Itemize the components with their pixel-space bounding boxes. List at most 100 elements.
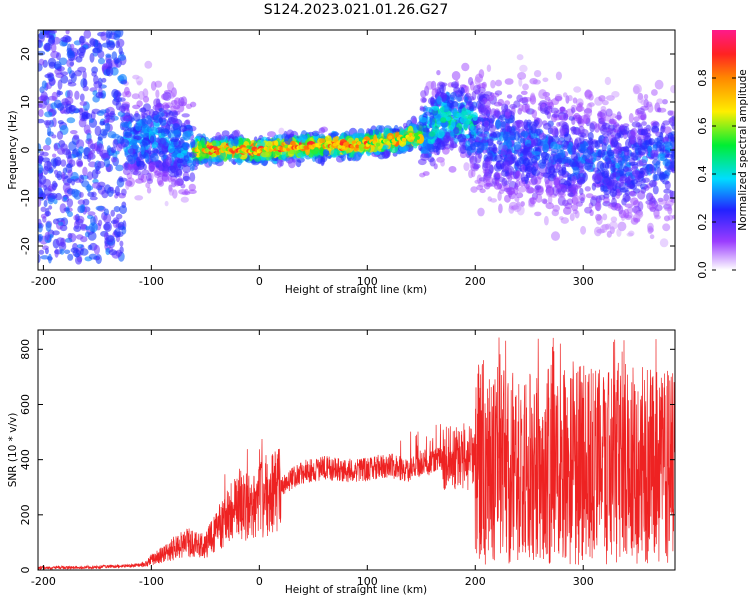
spectrogram-cell — [87, 244, 93, 251]
spectrogram-cell — [478, 83, 486, 88]
spectrogram-cell — [493, 108, 501, 119]
spectrogram-cell — [623, 208, 630, 219]
spectrogram-cell — [158, 116, 163, 124]
spectrogram-cell — [170, 165, 179, 174]
spectrogram-cell — [632, 85, 640, 95]
spectrogram-cell — [68, 141, 77, 152]
spectrogram-cell — [528, 121, 538, 131]
spectrogram-cell — [181, 142, 190, 151]
spectrogram-cell — [330, 149, 338, 158]
spectrogram-cell — [478, 177, 486, 182]
spectrogram-cell — [551, 113, 560, 118]
spectrogram-cell — [110, 209, 115, 217]
spectrogram-cell — [38, 164, 44, 174]
spectrogram-cell — [602, 122, 611, 130]
spectrogram-cell — [67, 211, 73, 218]
spectrogram-core-cell — [401, 137, 407, 142]
spectrogram-cell — [56, 52, 61, 60]
spectrogram-cell — [617, 221, 627, 232]
spectrogram-cell — [38, 39, 42, 48]
spectrogram-cell — [488, 124, 496, 133]
spectrogram-cell — [538, 132, 547, 140]
spectrogram-y-tick-label: 0 — [19, 147, 32, 154]
spectrogram-cell — [619, 125, 628, 132]
spectrogram-cell — [626, 184, 634, 190]
spectrogram-cell — [378, 125, 385, 133]
spectrogram-cell — [52, 230, 60, 236]
spectrogram-cell — [504, 156, 513, 166]
spectrogram-cell — [122, 115, 132, 122]
snr-y-tick-label: 400 — [19, 449, 32, 470]
spectrogram-cell — [433, 163, 438, 170]
spectrogram-cell — [38, 233, 43, 242]
spectrogram-cell — [530, 140, 537, 147]
spectrogram-cell — [58, 57, 68, 66]
spectrogram-cell — [531, 166, 537, 176]
spectrogram-cell — [542, 77, 549, 83]
spectrogram-cell — [560, 128, 566, 135]
spectrogram-cell — [38, 143, 42, 154]
spectrogram-cell — [73, 225, 82, 233]
spectrogram-cell — [141, 118, 147, 127]
spectrogram-cell — [183, 154, 190, 162]
spectrogram-cell — [494, 154, 503, 163]
spectrogram-cell — [573, 86, 582, 93]
spectrogram-cell — [663, 188, 672, 194]
spectrogram-cell — [153, 115, 159, 121]
colorbar-tick-label: 0.8 — [696, 69, 709, 87]
spectrogram-cell — [122, 162, 129, 170]
spectrogram-cell — [108, 42, 116, 48]
spectrogram-cell — [494, 90, 503, 96]
spectrogram-cell — [629, 137, 636, 144]
spectrogram-cell — [117, 97, 126, 102]
spectrogram-cell — [50, 43, 57, 53]
spectrogram-cell — [119, 177, 128, 182]
spectrogram-cell — [99, 149, 109, 159]
spectrogram-cell — [475, 136, 480, 143]
spectrogram-cell — [524, 103, 531, 113]
spectrogram-cell — [119, 205, 127, 215]
spectrogram-cell — [53, 99, 62, 109]
spectrogram-cell — [136, 166, 144, 171]
spectrogram-cell — [43, 42, 52, 52]
spectrogram-cell — [468, 77, 474, 86]
spectrogram-cell — [111, 88, 119, 99]
spectrogram-cell — [295, 159, 302, 168]
spectrogram-cell — [75, 234, 84, 240]
spectrogram-cell — [534, 184, 542, 191]
spectrogram-cell — [158, 162, 163, 173]
spectrogram-cell — [135, 122, 142, 132]
spectrogram-cell — [602, 213, 608, 221]
spectrogram-cell — [501, 103, 509, 113]
spectrogram-cell — [663, 193, 670, 202]
spectrogram-cell — [122, 91, 128, 98]
spectrogram-cell — [79, 248, 89, 256]
spectrogram-cell — [520, 201, 525, 207]
spectrogram-cell — [472, 164, 479, 170]
spectrogram-cell — [79, 35, 86, 44]
spectrogram-cell — [73, 215, 79, 221]
spectrogram-cell — [663, 141, 672, 147]
spectrogram-cell — [127, 121, 132, 129]
spectrogram-cell — [472, 112, 479, 121]
spectrogram-cell — [563, 92, 568, 98]
spectrogram-cell — [436, 129, 445, 138]
spectrogram-cell — [65, 103, 73, 110]
spectrogram-cell — [628, 113, 634, 123]
spectrogram-cell — [104, 184, 111, 194]
snr-y-tick-label: 600 — [19, 394, 32, 415]
spectrogram-cell — [624, 203, 634, 208]
spectrogram-cell — [112, 98, 120, 106]
spectrogram-cell — [38, 249, 45, 255]
spectrogram-cell — [486, 138, 494, 144]
spectrogram-cell — [178, 97, 185, 107]
spectrogram-y-tick-label: 20 — [19, 47, 32, 61]
spectrogram-cell — [117, 75, 125, 82]
spectrogram-cell — [507, 173, 513, 183]
spectrogram-cell — [518, 104, 524, 112]
spectrogram-cell — [51, 134, 57, 139]
spectrogram-cell — [105, 106, 115, 116]
spectrogram-cell — [56, 89, 61, 98]
spectrogram-cell — [469, 159, 475, 169]
spectrogram-cell — [641, 178, 646, 184]
